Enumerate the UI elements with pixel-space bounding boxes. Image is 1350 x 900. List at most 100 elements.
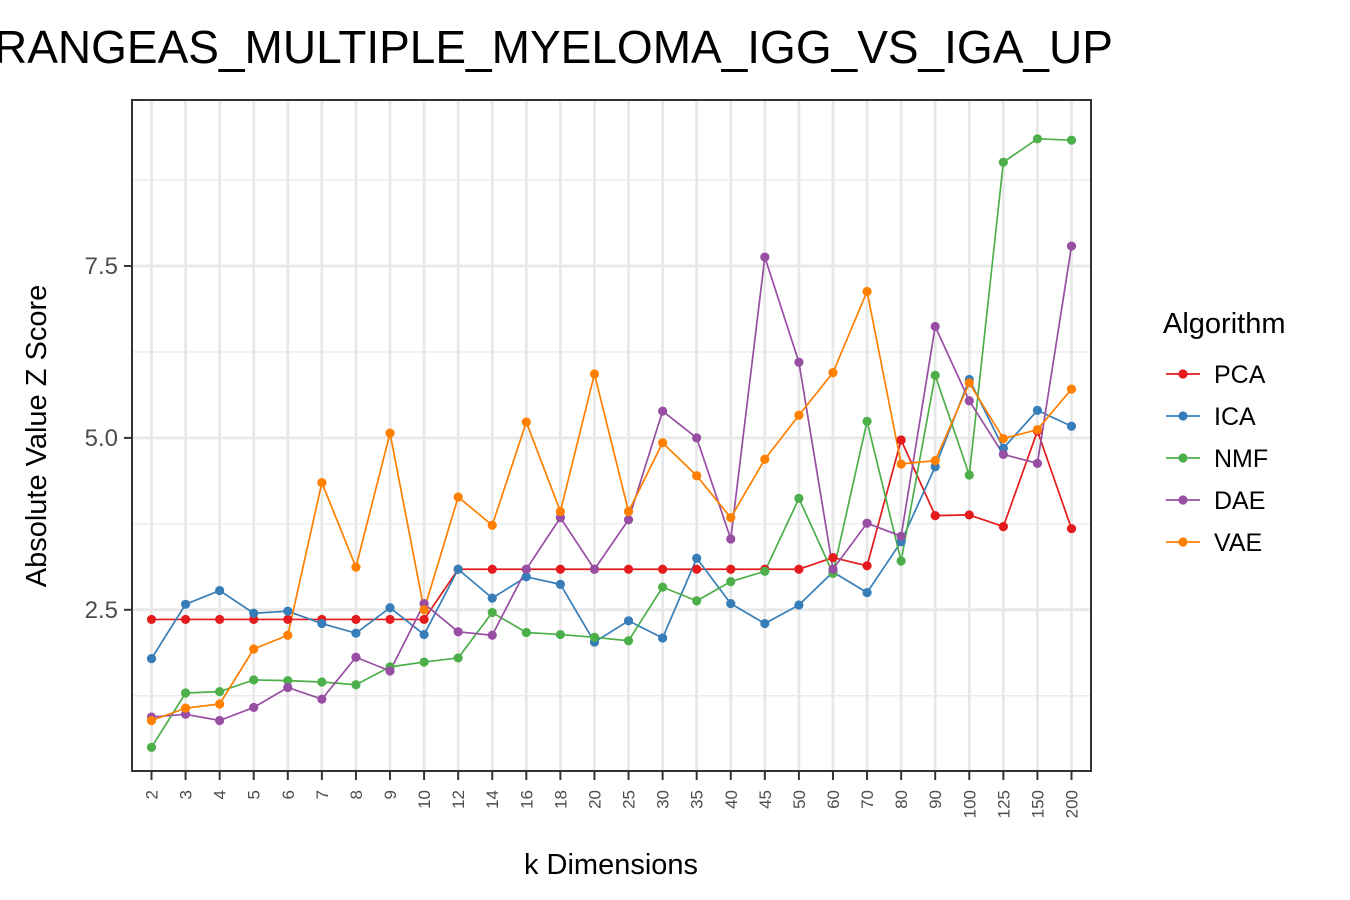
x-tick-label: 125 [994,790,1013,818]
legend-label: VAE [1214,529,1262,557]
x-tick-label: 6 [279,790,298,799]
series-line-pca [151,430,1073,621]
legend-items: PCA ICA NMF DAE VAE [1166,361,1268,557]
y-tick-label: 5.0 [85,425,118,452]
data-point-ica [180,599,191,609]
data-point-pca [930,511,940,521]
data-point-ica [249,608,259,618]
x-tick-label: 8 [347,790,366,799]
data-point-nmf [146,742,157,752]
series-line-ica [150,378,1072,660]
data-point-nmf [794,493,804,504]
data-point-nmf [555,629,565,640]
data-point-dae [760,252,770,262]
data-point-pca [692,564,702,574]
data-point-pca [623,564,634,574]
legend-item-nmf: NMF [1166,445,1268,473]
x-axis-title: k Dimensions [524,849,698,881]
data-point-nmf [317,677,327,687]
x-tick-label: 40 [722,790,741,809]
data-point-dae [998,449,1008,460]
legend-label: PCA [1214,361,1266,389]
data-point-dae [930,321,940,332]
data-point-ica [1066,421,1077,431]
x-tick-label: 30 [654,790,673,809]
x-tick-label: 20 [585,790,604,809]
data-point-ica [385,603,395,613]
data-point-vae [555,506,565,517]
legend-item-vae: VAE [1166,529,1262,557]
data-point-ica [794,600,804,610]
data-point-vae [623,506,634,517]
data-point-vae [283,630,293,640]
data-point-nmf [521,627,531,638]
data-point-nmf [998,157,1008,167]
data-point-dae [726,534,736,544]
data-point-vae [964,378,974,388]
data-point-ica [521,572,531,582]
data-point-dae [487,630,497,640]
x-tick-label: 50 [790,790,809,809]
legend-title: Algorithm [1163,308,1286,340]
data-point-nmf [1032,134,1043,144]
data-point-vae [1032,425,1043,435]
data-point-dae [215,715,225,726]
x-tick-label: 14 [483,790,502,809]
series-line-nmf [150,137,1072,748]
data-point-pca [828,552,838,563]
data-point-ica [555,579,565,589]
legend-item-dae: DAE [1166,487,1265,515]
x-tick-label: 150 [1028,790,1047,818]
data-point-dae [862,518,872,528]
data-point-ica [146,654,157,664]
x-tick-label: 9 [381,790,400,799]
data-point-pca [896,435,906,445]
data-point-ica [760,618,770,629]
data-point-dae [385,666,395,676]
data-point-ica [692,553,702,563]
x-tick-label: 25 [620,790,639,809]
x-tick-label: 90 [926,790,945,809]
data-point-pca [487,564,497,574]
x-tick-label: 16 [517,790,536,809]
legend-item-pca: PCA [1166,361,1266,389]
legend-item-ica: ICA [1166,403,1256,431]
x-tick-label: 80 [892,790,911,809]
data-point-ica [487,593,497,603]
y-tick-label: 7.5 [85,253,118,280]
data-point-pca [385,614,395,625]
x-tick-label: 35 [688,790,707,809]
data-point-pca [964,510,974,520]
data-point-nmf [930,370,940,380]
data-point-vae [487,520,497,530]
data-point-vae [794,410,804,420]
data-point-pca [146,614,157,625]
axes: 2.55.07.52 3 4 5 6 7 8 9 10 12 14 16 18 20 25 30 35 40 45 5… [85,253,1082,818]
data-point-vae [658,438,668,448]
data-point-nmf [249,675,259,685]
data-point-dae [283,682,293,693]
data-point-dae [658,406,668,416]
series-line-dae [151,245,1073,722]
data-point-nmf [964,470,974,480]
data-point-dae [453,627,463,637]
data-point-pca [658,564,668,574]
data-point-dae [1066,241,1077,251]
data-point-pca [555,564,565,574]
data-point-vae [180,703,191,713]
data-point-dae [521,564,531,574]
x-tick-label: 3 [177,790,196,799]
legend-key-point [1178,369,1188,379]
legend-label: NMF [1214,445,1268,473]
x-tick-label: 100 [960,790,979,818]
data-point-pca [862,561,872,571]
legend-label: ICA [1214,403,1256,431]
data-point-vae [419,605,429,615]
x-tick-label: 60 [824,790,843,809]
data-point-nmf [623,636,634,646]
data-point-dae [1032,458,1043,468]
data-point-pca [180,614,191,625]
data-point-ica [1032,405,1043,416]
data-point-vae [215,699,225,709]
